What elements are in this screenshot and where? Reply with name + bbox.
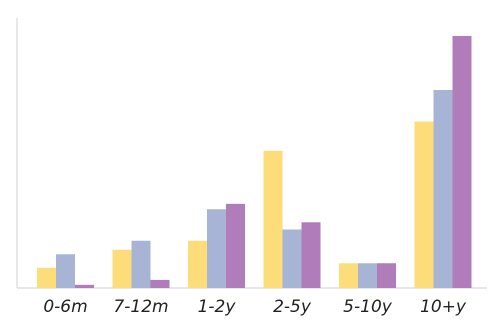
bar-1-2y-series-3 — [226, 203, 245, 288]
bar-5-10y-series-2 — [358, 263, 377, 288]
bar-5-10y-series-3 — [377, 263, 396, 288]
x-tick-label: 2-5y — [273, 297, 312, 317]
x-tick-label: 5-10y — [343, 297, 393, 317]
tick-labels-group: 0-6m 7-12m 1-2y 2-5y 5-10y 10+y — [43, 297, 467, 317]
bar-10+y-series-1 — [414, 121, 434, 288]
bar-0-6m-series-3 — [75, 284, 94, 288]
bar-7-12m-series-1 — [112, 249, 132, 288]
bar-2-5y-series-2 — [282, 229, 302, 288]
x-tick-label: 0-6m — [43, 297, 87, 317]
bar-5-10y-series-1 — [339, 263, 358, 288]
bar-0-6m-series-1 — [37, 267, 56, 288]
bar-0-6m-series-2 — [56, 254, 75, 288]
x-tick-label: 7-12m — [113, 297, 168, 317]
x-tick-label: 1-2y — [198, 297, 237, 317]
bar-2-5y-series-1 — [263, 150, 283, 288]
bar-10+y-series-3 — [452, 36, 472, 288]
bar-10+y-series-2 — [433, 90, 453, 288]
bar-2-5y-series-3 — [301, 222, 321, 288]
bar-7-12m-series-3 — [150, 279, 170, 288]
bar-7-12m-series-2 — [131, 240, 151, 288]
bar-1-2y-series-1 — [188, 240, 207, 288]
bar-1-2y-series-2 — [207, 209, 226, 288]
x-tick-label: 10+y — [420, 297, 467, 317]
bars-group — [37, 36, 472, 288]
